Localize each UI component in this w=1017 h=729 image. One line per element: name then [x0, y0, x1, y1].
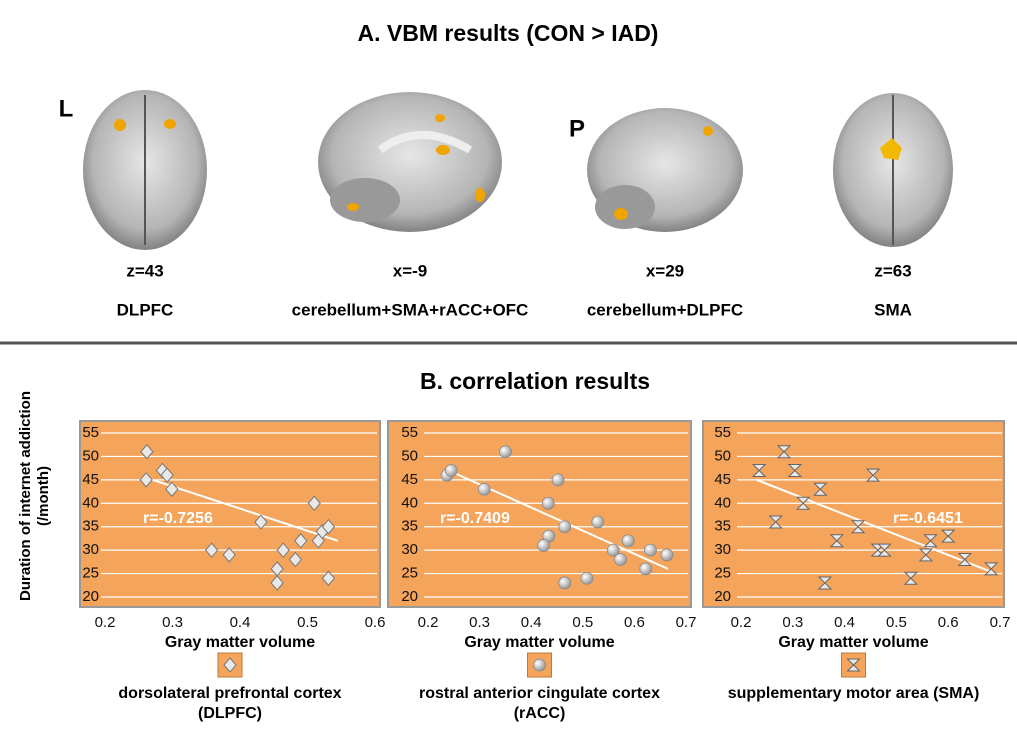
- point: [661, 549, 673, 561]
- y-tick-label: 20: [401, 588, 418, 605]
- point: [592, 516, 604, 528]
- x-axis-label: Gray matter volume: [464, 634, 614, 651]
- orientation-label: P: [569, 115, 585, 142]
- slice-region: DLPFC: [117, 300, 174, 319]
- x-tick-label: 0.4: [834, 614, 855, 631]
- y-tick-label: 20: [714, 588, 731, 605]
- y-tick-label: 35: [714, 518, 731, 535]
- y-tick-label: 55: [82, 424, 99, 441]
- point: [644, 544, 656, 556]
- brain-sagittal-1: [318, 92, 502, 232]
- y-tick-label: 30: [714, 541, 731, 558]
- x-tick-label: 0.7: [990, 614, 1011, 631]
- slice-coordinate: x=-9: [393, 261, 428, 280]
- annotation: r=-0.7409: [440, 510, 510, 527]
- point: [542, 497, 554, 509]
- x-axis-label: Gray matter volume: [778, 634, 928, 651]
- point: [640, 563, 652, 575]
- brain-axial-2: [833, 93, 953, 247]
- y-tick-label: 45: [82, 471, 99, 488]
- panel-b-title: B. correlation results: [420, 368, 650, 394]
- point: [552, 474, 564, 486]
- point: [614, 554, 626, 566]
- y-tick-label: 55: [401, 424, 418, 441]
- y-tick-label: 45: [401, 471, 418, 488]
- legend-label: supplementary motor area (SMA): [714, 684, 994, 704]
- x-tick-label: 0.7: [676, 614, 697, 631]
- y-tick-label: 20: [82, 588, 99, 605]
- slice-coordinate: z=63: [874, 261, 911, 280]
- orientation-label: L: [59, 95, 74, 122]
- y-tick-label: 25: [82, 565, 99, 582]
- x-tick-label: 0.2: [731, 614, 752, 631]
- slice-coordinate: z=43: [126, 261, 163, 280]
- x-tick-label: 0.6: [365, 614, 386, 631]
- x-axis-label: Gray matter volume: [165, 634, 315, 651]
- x-tick-label: 0.6: [938, 614, 959, 631]
- y-tick-label: 25: [401, 565, 418, 582]
- slice-region: cerebellum+DLPFC: [587, 300, 743, 319]
- point: [581, 572, 593, 584]
- legend-marker: [534, 659, 546, 671]
- x-tick-label: 0.3: [162, 614, 183, 631]
- plot-background: [80, 421, 380, 607]
- point: [478, 483, 490, 495]
- slice-region: cerebellum+SMA+rACC+OFC: [292, 300, 529, 319]
- y-tick-label: 35: [82, 518, 99, 535]
- x-tick-label: 0.5: [572, 614, 593, 631]
- x-tick-label: 0.5: [297, 614, 318, 631]
- y-axis-label: Duration of internet addiction (/month): [17, 361, 53, 631]
- brain-axial-1: [83, 90, 207, 250]
- legend-label: rostral anterior cingulate cortex (rACC): [400, 684, 680, 724]
- y-tick-label: 40: [82, 494, 99, 511]
- slice-region: SMA: [874, 300, 912, 319]
- y-tick-label: 50: [714, 447, 731, 464]
- point: [538, 539, 550, 551]
- slice-coordinate: x=29: [646, 261, 684, 280]
- x-tick-label: 0.3: [782, 614, 803, 631]
- x-tick-label: 0.2: [418, 614, 439, 631]
- x-tick-label: 0.2: [95, 614, 116, 631]
- y-tick-label: 55: [714, 424, 731, 441]
- y-tick-label: 50: [82, 447, 99, 464]
- y-tick-label: 35: [401, 518, 418, 535]
- point: [559, 521, 571, 533]
- panel-a-title: A. VBM results (CON > IAD): [358, 20, 659, 46]
- y-tick-label: 40: [714, 494, 731, 511]
- y-tick-label: 30: [401, 541, 418, 558]
- point: [559, 577, 571, 589]
- y-tick-label: 50: [401, 447, 418, 464]
- figure: A. VBM results (CON > IAD) L P z=43 x=-9…: [0, 0, 1017, 729]
- x-tick-label: 0.4: [521, 614, 542, 631]
- point: [445, 464, 457, 476]
- y-tick-label: 25: [714, 565, 731, 582]
- legend-label: dorsolateral prefrontal cortex (DLPFC): [90, 684, 370, 724]
- y-tick-label: 45: [714, 471, 731, 488]
- plot-background: [388, 421, 691, 607]
- page: A. VBM results (CON > IAD) L P z=43 x=-9…: [0, 0, 1017, 729]
- annotation: r=-0.6451: [893, 510, 963, 527]
- y-tick-label: 30: [82, 541, 99, 558]
- x-tick-label: 0.3: [469, 614, 490, 631]
- y-tick-label: 40: [401, 494, 418, 511]
- brain-sagittal-2: [587, 108, 743, 232]
- point: [499, 446, 511, 458]
- x-tick-label: 0.4: [230, 614, 251, 631]
- annotation: r=-0.7256: [143, 510, 213, 527]
- x-tick-label: 0.5: [886, 614, 907, 631]
- point: [622, 535, 634, 547]
- x-tick-label: 0.6: [624, 614, 645, 631]
